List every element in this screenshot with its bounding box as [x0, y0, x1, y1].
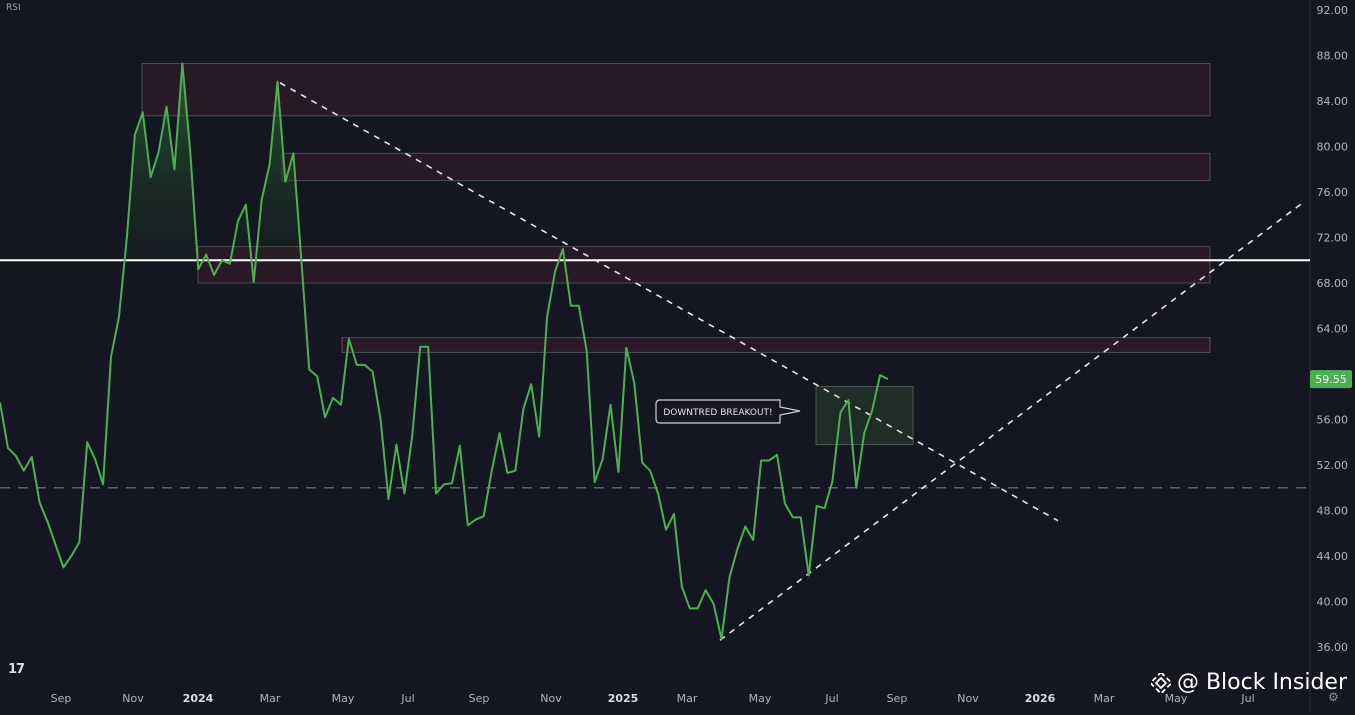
last-value-badge	[1310, 370, 1352, 389]
y-tick-label: 84.00	[1317, 95, 1349, 108]
y-tick-label: 48.00	[1317, 505, 1349, 518]
x-tick-label: 2024	[183, 692, 214, 705]
y-tick-label: 72.00	[1317, 232, 1349, 245]
resistance-zone	[141, 62, 1211, 117]
x-tick-label: Jul	[1240, 692, 1254, 705]
x-tick-label: Sep	[51, 692, 72, 705]
y-tick-label: 80.00	[1317, 141, 1349, 154]
y-tick-label: 40.00	[1317, 596, 1349, 609]
annotation-callout	[655, 399, 801, 424]
watermark-text: @ Block Insider	[1176, 670, 1347, 695]
y-tick-label: 92.00	[1317, 4, 1349, 17]
x-tick-label: Sep	[469, 692, 490, 705]
y-tick-label: 52.00	[1317, 459, 1349, 472]
x-tick-label: May	[1165, 692, 1188, 705]
indicator-label: RSI	[6, 3, 21, 13]
x-tick-label: Sep	[887, 692, 908, 705]
y-tick-label: 88.00	[1317, 50, 1349, 63]
watermark: @ Block Insider	[1150, 670, 1347, 695]
y-tick-label: 44.00	[1317, 550, 1349, 563]
annotation-text: DOWNTRED BREAKOUT!	[663, 408, 772, 418]
x-tick-label: 2025	[608, 692, 639, 705]
y-tick-label: 64.00	[1317, 323, 1349, 336]
gear-icon[interactable]: ⚙	[1328, 690, 1339, 704]
last-value-label: 59.55	[1315, 373, 1347, 386]
binance-diamond-icon	[1150, 672, 1171, 693]
resistance-zone	[281, 152, 1211, 182]
resistance-zone	[197, 246, 1211, 284]
x-tick-label: Nov	[957, 692, 979, 705]
x-tick-label: Mar	[1094, 692, 1115, 705]
x-tick-label: Mar	[677, 692, 698, 705]
x-tick-label: May	[749, 692, 772, 705]
y-tick-label: 56.00	[1317, 414, 1349, 427]
overbought-fill	[124, 63, 565, 261]
x-tick-label: Jul	[824, 692, 838, 705]
x-tick-label: Nov	[540, 692, 562, 705]
x-tick-label: Mar	[260, 692, 281, 705]
downtrend-line	[279, 82, 1059, 522]
x-tick-label: Nov	[122, 692, 144, 705]
tradingview-logo-icon: 17	[8, 662, 25, 677]
resistance-zone	[341, 337, 1211, 353]
y-tick-label: 76.00	[1317, 186, 1349, 199]
rsi-line	[0, 62, 889, 641]
x-tick-label: Jul	[400, 692, 414, 705]
x-tick-label: May	[332, 692, 355, 705]
y-tick-label: 68.00	[1317, 277, 1349, 290]
y-tick-label: 36.00	[1317, 641, 1349, 654]
uptrend-line	[719, 200, 1306, 641]
x-tick-label: 2026	[1025, 692, 1056, 705]
